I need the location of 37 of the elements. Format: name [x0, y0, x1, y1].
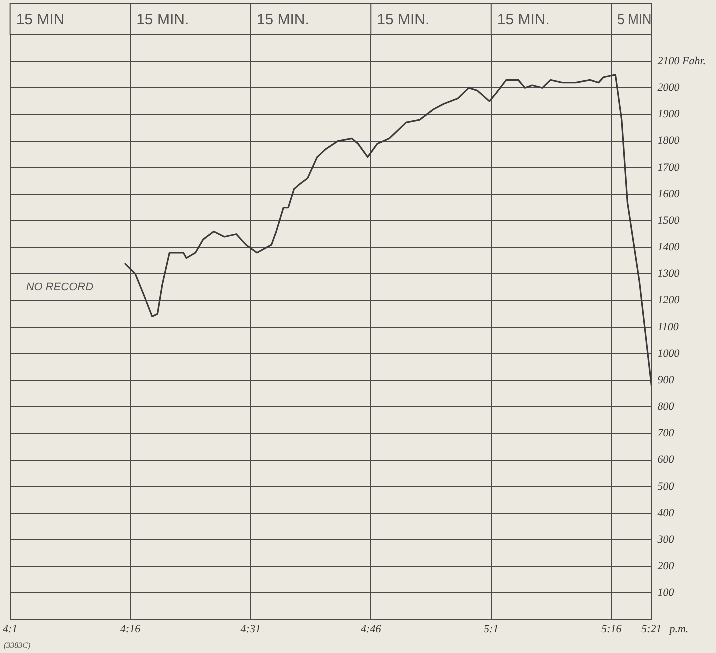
y-tick-label: 1800	[658, 135, 680, 148]
y-tick-label: 400	[658, 507, 675, 520]
x-tick-label: 5:21	[642, 623, 662, 636]
y-tick-label: 1400	[658, 242, 680, 254]
y-tick-label: 100	[658, 587, 675, 600]
y-tick-label: 2000	[658, 82, 680, 94]
x-tick-label: 5:16	[602, 623, 622, 636]
y-tick-label: 1100	[658, 321, 680, 334]
text: p.m.	[668, 624, 689, 636]
x-tick-label: 4:16	[120, 623, 142, 636]
y-tick-label: 1600	[658, 188, 680, 200]
y-tick-label: 1000	[658, 348, 680, 360]
x-tick-label: 4:46	[361, 623, 382, 636]
text: (3383C)	[4, 641, 31, 650]
y-tick-label: 900	[658, 374, 675, 386]
y-tick-label: 200	[658, 560, 675, 573]
text: 15 MIN.	[256, 12, 310, 29]
text: 15 MIN	[16, 12, 65, 29]
x-tick-label: 5:1	[484, 623, 499, 636]
annotation: NO RECORD	[26, 282, 94, 294]
y-tick-label: 2100 Fahr.	[658, 55, 706, 68]
y-tick-label: 300	[656, 534, 675, 546]
x-tick-label: 4:31	[240, 623, 261, 636]
y-tick-label: 1200	[658, 294, 680, 307]
text: 5 MIN	[618, 10, 652, 28]
y-tick-label: 500	[658, 480, 675, 493]
y-tick-label: 1500	[658, 214, 680, 227]
x-tick-label: 4:1	[2, 623, 18, 636]
text: 15 MIN.	[136, 12, 190, 29]
y-tick-label: 1300	[658, 268, 680, 280]
y-tick-label: 1900	[658, 108, 680, 121]
y-tick-label: 800	[658, 401, 675, 414]
y-tick-label: 1700	[658, 162, 680, 174]
y-tick-label: 700	[658, 428, 675, 440]
y-tick-label: 600	[658, 454, 675, 466]
text: 15 MIN.	[497, 12, 550, 29]
text: 15 MIN.	[377, 12, 430, 29]
